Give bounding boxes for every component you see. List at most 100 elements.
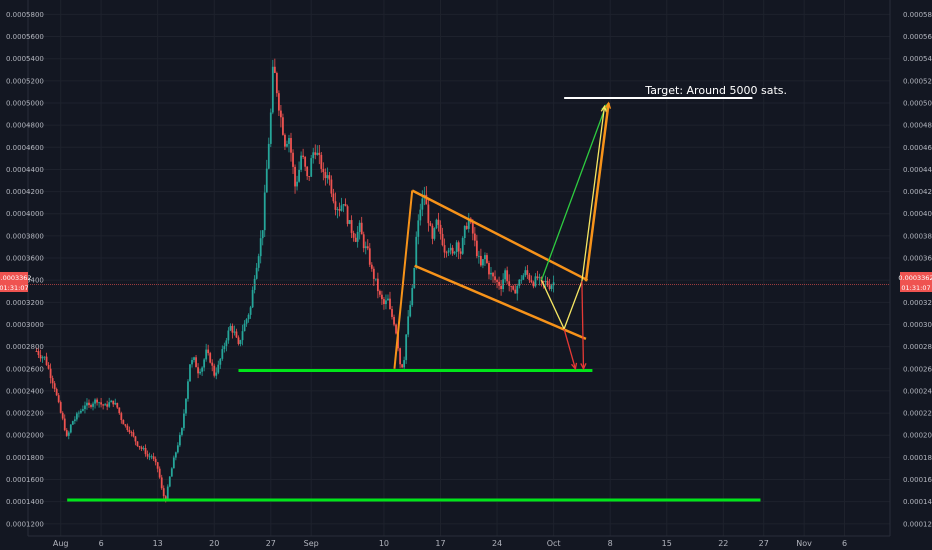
candle-body — [82, 409, 84, 411]
candle-body — [461, 238, 464, 254]
candle-body — [520, 279, 523, 281]
candle-body — [189, 364, 191, 382]
candle-body — [532, 282, 535, 287]
candle-body — [298, 169, 300, 182]
y-tick-label-right: 0.0005800 — [903, 11, 932, 19]
candle-body — [463, 225, 466, 239]
drawing-overlays — [28, 97, 890, 502]
candle-body — [459, 251, 462, 254]
y-tick-label-left: 0.0002800 — [6, 343, 44, 351]
candle-body — [451, 247, 454, 254]
candle-body — [378, 291, 381, 295]
candle-body — [447, 250, 450, 253]
y-tick-label-left: 0.0001400 — [6, 498, 44, 506]
target-annotation: Target: Around 5000 sats. — [644, 84, 787, 97]
candle-body — [411, 287, 414, 306]
candle-body — [86, 402, 88, 406]
candle-body — [211, 362, 214, 366]
candle-body — [217, 364, 220, 373]
candle-body — [112, 400, 115, 405]
candle-body — [183, 413, 185, 429]
grid-lines — [28, 0, 890, 536]
candle-body — [259, 238, 262, 257]
candle-body — [102, 404, 105, 406]
candle-body — [65, 430, 68, 436]
candle-body — [108, 402, 111, 407]
current-price-value-left: 0.0003362 — [0, 274, 32, 282]
candle-body — [191, 360, 193, 365]
candle-body — [342, 204, 345, 206]
y-tick-label-right: 0.0002200 — [903, 410, 932, 418]
candle-body — [439, 224, 442, 234]
candle-body — [241, 331, 244, 341]
candle-body — [51, 378, 54, 384]
candle-body — [275, 72, 278, 94]
candle-body — [168, 476, 171, 487]
y-tick-label-left: 0.0003800 — [6, 232, 44, 240]
candle-body — [284, 134, 286, 147]
candle-body — [229, 325, 232, 331]
x-tick-label: Aug — [53, 539, 69, 548]
candle-body — [90, 405, 92, 407]
candle-body — [144, 448, 147, 455]
y-tick-label-left: 0.0005000 — [6, 99, 44, 107]
candle-body — [393, 316, 395, 325]
green-projection-arrow — [540, 104, 607, 281]
candle-body — [61, 412, 64, 419]
candle-body — [215, 372, 218, 376]
y-tick-label-right: 0.0001200 — [903, 520, 932, 528]
candle-body — [360, 222, 363, 235]
candle-body — [526, 270, 529, 275]
candle-body — [431, 225, 434, 239]
candle-body — [100, 402, 103, 405]
candle-body — [45, 356, 48, 365]
candle-body — [251, 289, 254, 308]
candle-body — [292, 152, 294, 167]
candle-body — [80, 410, 82, 413]
y-tick-label-left: 0.0004400 — [6, 166, 44, 174]
red-projection-arrow — [563, 328, 577, 369]
candle-body — [334, 201, 337, 210]
candle-body — [374, 278, 377, 280]
x-tick-label: 13 — [153, 539, 163, 548]
candle-body — [138, 446, 141, 448]
candle-body — [120, 413, 123, 421]
candle-body — [344, 204, 347, 207]
candle-body — [43, 356, 46, 358]
y-tick-label-left: 0.0004000 — [6, 210, 44, 218]
candle-body — [530, 280, 533, 283]
candle-body — [233, 331, 236, 333]
candle-body — [473, 233, 476, 241]
candle-body — [150, 456, 153, 458]
candle-body — [162, 488, 165, 497]
red-projection-arrow — [581, 281, 585, 369]
y-tick-label-right: 0.0004600 — [903, 144, 932, 152]
candle-body — [552, 282, 555, 286]
y-tick-label-right: 0.0005000 — [903, 99, 932, 107]
x-tick-label: 10 — [379, 539, 389, 548]
candle-body — [399, 348, 401, 365]
candle-body — [413, 268, 416, 288]
candle-body — [486, 255, 488, 263]
candle-body — [245, 319, 248, 324]
candle-body — [176, 445, 179, 453]
x-axis: Aug 6 13 20 27 Sep 10 17 24 Oct 8 15 22 27 Nov 6 — [53, 539, 847, 548]
candle-body — [324, 172, 327, 179]
candle-body — [154, 458, 157, 463]
candle-body — [271, 66, 274, 113]
y-tick-label-right: 0.0002600 — [903, 365, 932, 373]
candle-body — [55, 389, 58, 396]
candle-body — [484, 255, 486, 260]
candle-body — [231, 325, 234, 333]
candle-body — [518, 279, 521, 286]
candle-body — [98, 402, 100, 404]
candle-body — [57, 395, 60, 403]
candle-body — [453, 251, 456, 254]
candle-body — [415, 236, 418, 269]
y-tick-label-left: 0.0005400 — [6, 55, 44, 63]
candle-body — [300, 155, 303, 170]
y-axis-left: 0.0005800 0.0005600 0.0005400 0.0005200 0.00… — [6, 11, 44, 528]
candle-body — [221, 349, 224, 359]
candle-body — [134, 436, 137, 442]
